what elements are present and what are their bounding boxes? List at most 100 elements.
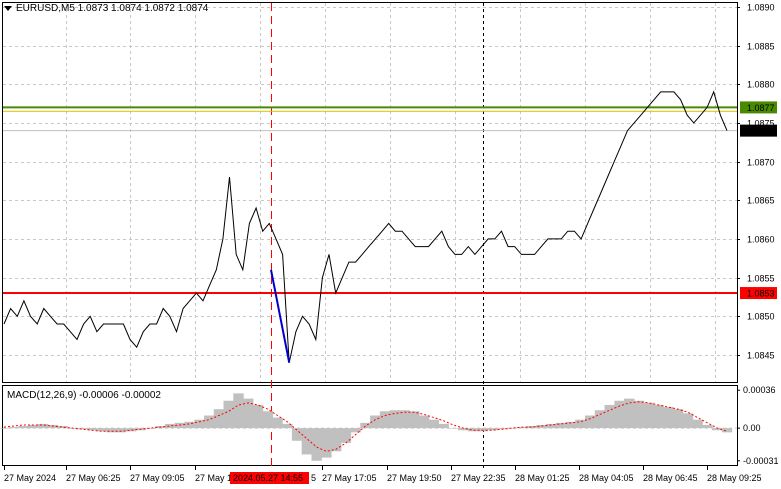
time-label-suffix: 5 xyxy=(311,473,316,483)
macd-bar xyxy=(350,428,361,433)
macd-bar xyxy=(389,410,400,429)
time-label: 27 May 17:05 xyxy=(322,473,377,483)
price-tick-label: 1.0855 xyxy=(747,274,775,284)
macd-bar xyxy=(37,423,49,429)
macd-bar xyxy=(233,393,244,429)
macd-bar xyxy=(340,428,352,443)
macd-bar xyxy=(712,428,723,431)
macd-bar xyxy=(458,428,469,431)
red-level-label: 1.0853 xyxy=(747,289,775,299)
macd-bar xyxy=(184,421,195,429)
macd-bar xyxy=(18,426,29,429)
macd-bar xyxy=(418,415,430,429)
down-candle-segment xyxy=(270,269,291,363)
macd-bar xyxy=(47,424,59,429)
price-pane-frame xyxy=(2,2,738,383)
macd-header: MACD(12,26,9) -0.00006 -0.00002 xyxy=(7,390,161,401)
macd-bar xyxy=(86,428,98,431)
macd-bar xyxy=(643,402,655,429)
current-price-bg xyxy=(740,124,777,137)
macd-bar xyxy=(614,400,625,429)
time-label: 28 May 01:25 xyxy=(515,473,570,483)
price-tick-label: 1.0890 xyxy=(747,3,775,13)
macd-bar xyxy=(360,422,371,429)
macd-bar xyxy=(497,428,508,430)
symbol-quote: EURUSD,M5 1.0873 1.0874 1.0872 1.0874 xyxy=(16,3,209,14)
macd-bar xyxy=(243,398,254,429)
time-label: 27 May 2024 xyxy=(4,473,56,483)
crosshair-time-label: 2024.05.27 14:55 xyxy=(233,473,303,483)
green-level-label: 1.0877 xyxy=(747,103,775,113)
macd-bar xyxy=(28,424,39,429)
time-axis: 27 May 2024 27 May 06:25 27 May 09:05 27 Ma… xyxy=(4,466,762,484)
macd-bar xyxy=(213,409,225,429)
macd-bar xyxy=(663,407,674,429)
macd-bar xyxy=(594,410,606,429)
macd-bar xyxy=(555,422,567,429)
macd-bar xyxy=(379,411,391,429)
macd-bar xyxy=(0,428,10,429)
macd-tick-label: 0.00036 xyxy=(743,385,776,395)
macd-bar xyxy=(57,426,68,429)
macd-bar xyxy=(585,415,596,429)
time-label: 28 May 09:25 xyxy=(707,473,762,483)
macd-bar xyxy=(282,423,293,429)
macd-bar xyxy=(565,421,576,429)
macd-bar xyxy=(203,415,215,429)
macd-bar xyxy=(575,419,586,429)
macd-bar xyxy=(409,411,420,429)
macd-bar xyxy=(252,404,264,429)
macd-bar xyxy=(125,428,137,432)
price-grid xyxy=(3,3,737,382)
time-label: 27 May 09:05 xyxy=(130,473,185,483)
time-label: 27 May 1 xyxy=(195,473,232,483)
price-tick-label: 1.0850 xyxy=(747,312,775,322)
time-label: 28 May 04:05 xyxy=(579,473,634,483)
price-tick-label: 1.0875 xyxy=(747,119,775,129)
macd-bar xyxy=(321,428,332,458)
macd-bar xyxy=(331,428,342,452)
macd-bar xyxy=(536,424,547,429)
macd-bar xyxy=(448,428,459,429)
dropdown-triangle-icon[interactable] xyxy=(4,5,12,11)
macd-bar xyxy=(76,428,88,430)
macd-bar xyxy=(516,427,528,429)
macd-tick-label: -0.00031 xyxy=(743,456,779,466)
macd-bar xyxy=(194,419,205,429)
time-label: 27 May 06:25 xyxy=(66,473,121,483)
macd-bar xyxy=(506,428,518,429)
macd-bar xyxy=(438,423,449,429)
macd-bar xyxy=(487,428,498,431)
price-tick-label: 1.0870 xyxy=(747,158,775,168)
crosshair-time-bg xyxy=(230,472,309,484)
macd-bar xyxy=(692,419,703,429)
macd-bar xyxy=(96,428,107,432)
price-line xyxy=(3,90,728,363)
macd-pane-frame xyxy=(2,385,738,466)
macd-bar xyxy=(370,415,381,429)
symbol-header: EURUSD,M5 1.0873 1.0874 1.0872 1.0874 xyxy=(4,3,208,14)
macd-bar xyxy=(223,400,234,429)
time-label: 27 May 19:50 xyxy=(387,473,442,483)
price-tick-label: 1.0880 xyxy=(747,80,775,90)
time-label: 28 May 06:45 xyxy=(643,473,698,483)
macd-bar xyxy=(653,404,664,429)
time-label: 27 May 22:35 xyxy=(451,473,506,483)
green-level-label-bg xyxy=(740,101,777,114)
macd-bar xyxy=(428,419,440,429)
red-level-label-bg xyxy=(740,287,777,300)
macd-bar xyxy=(721,428,733,433)
macd-bar xyxy=(526,426,537,429)
macd-bar xyxy=(702,424,713,429)
macd-bar xyxy=(8,427,19,429)
macd-tick-label: 0.00 xyxy=(743,423,761,433)
macd-bar xyxy=(467,428,479,432)
price-tick-label: 1.0885 xyxy=(747,42,775,52)
macd-bar xyxy=(272,417,283,429)
macd-bar xyxy=(604,404,615,429)
macd-bar xyxy=(311,428,322,461)
price-tick-label: 1.0860 xyxy=(747,235,775,245)
macd-signal-line xyxy=(3,401,728,452)
macd-bar xyxy=(145,428,156,429)
